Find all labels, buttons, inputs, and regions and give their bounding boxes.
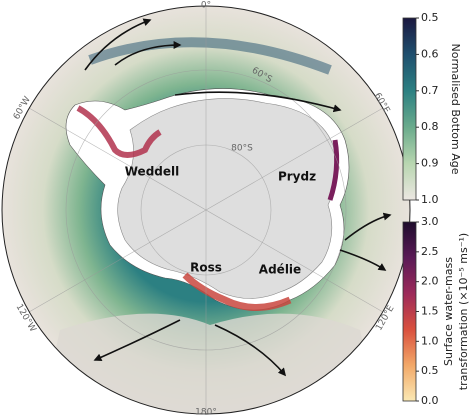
colorbar-tick-label: 0.5: [421, 364, 439, 377]
colorbar-tick-label: 2.5: [421, 245, 439, 258]
colorbar-label: Surface water-mass: [442, 257, 455, 366]
longitude-label: 180°: [195, 408, 217, 418]
ross-adelie-transformation: [182, 272, 292, 311]
colorbar: [402, 17, 417, 201]
colorbar-label: transformation (×10⁻⁵ ms⁻¹): [457, 233, 470, 390]
colorbar-tick-label: 0.0: [421, 394, 439, 407]
colorbar-tick-label: 1.5: [421, 305, 439, 318]
map-border: [1, 5, 411, 415]
arrow: [214, 324, 287, 377]
arrow: [174, 91, 342, 113]
region-label: Weddell: [125, 165, 180, 179]
colorbar-tick-label: 2.0: [421, 275, 439, 288]
latitude-label: 80°S: [231, 144, 253, 154]
prydz-transformation: [327, 139, 340, 201]
map: [2, 6, 410, 414]
arrow: [84, 18, 152, 71]
colorbar-tick-label: 0.6: [421, 47, 439, 60]
arrow: [93, 319, 181, 362]
meridians: [28, 6, 384, 414]
colorbar-tick-label: 0.9: [421, 157, 439, 170]
colorbar-tick-label: 1.0: [421, 193, 439, 206]
current-band: [88, 37, 332, 75]
deep-ocean: [40, 313, 380, 414]
arrow: [114, 41, 182, 66]
colorbar-tick-label: 0.7: [421, 84, 439, 97]
colorbar-tick-label: 0.5: [421, 11, 439, 24]
colorbar-tick-label: 3.0: [421, 215, 439, 228]
region-label: Prydz: [278, 170, 316, 184]
colorbar-label: Normalised Bottom Age: [449, 44, 462, 175]
region-label: Ross: [190, 261, 222, 275]
region-label: Adélie: [259, 263, 301, 277]
weddell-transformation: [76, 105, 162, 158]
arrow: [344, 212, 392, 241]
antarctica: [117, 98, 337, 299]
colorbar-tick-label: 1.0: [421, 334, 439, 347]
longitude-label: 0°: [201, 1, 211, 11]
arrow: [339, 249, 387, 271]
colorbar-tick-label: 0.8: [421, 120, 439, 133]
colorbar: [402, 221, 417, 402]
